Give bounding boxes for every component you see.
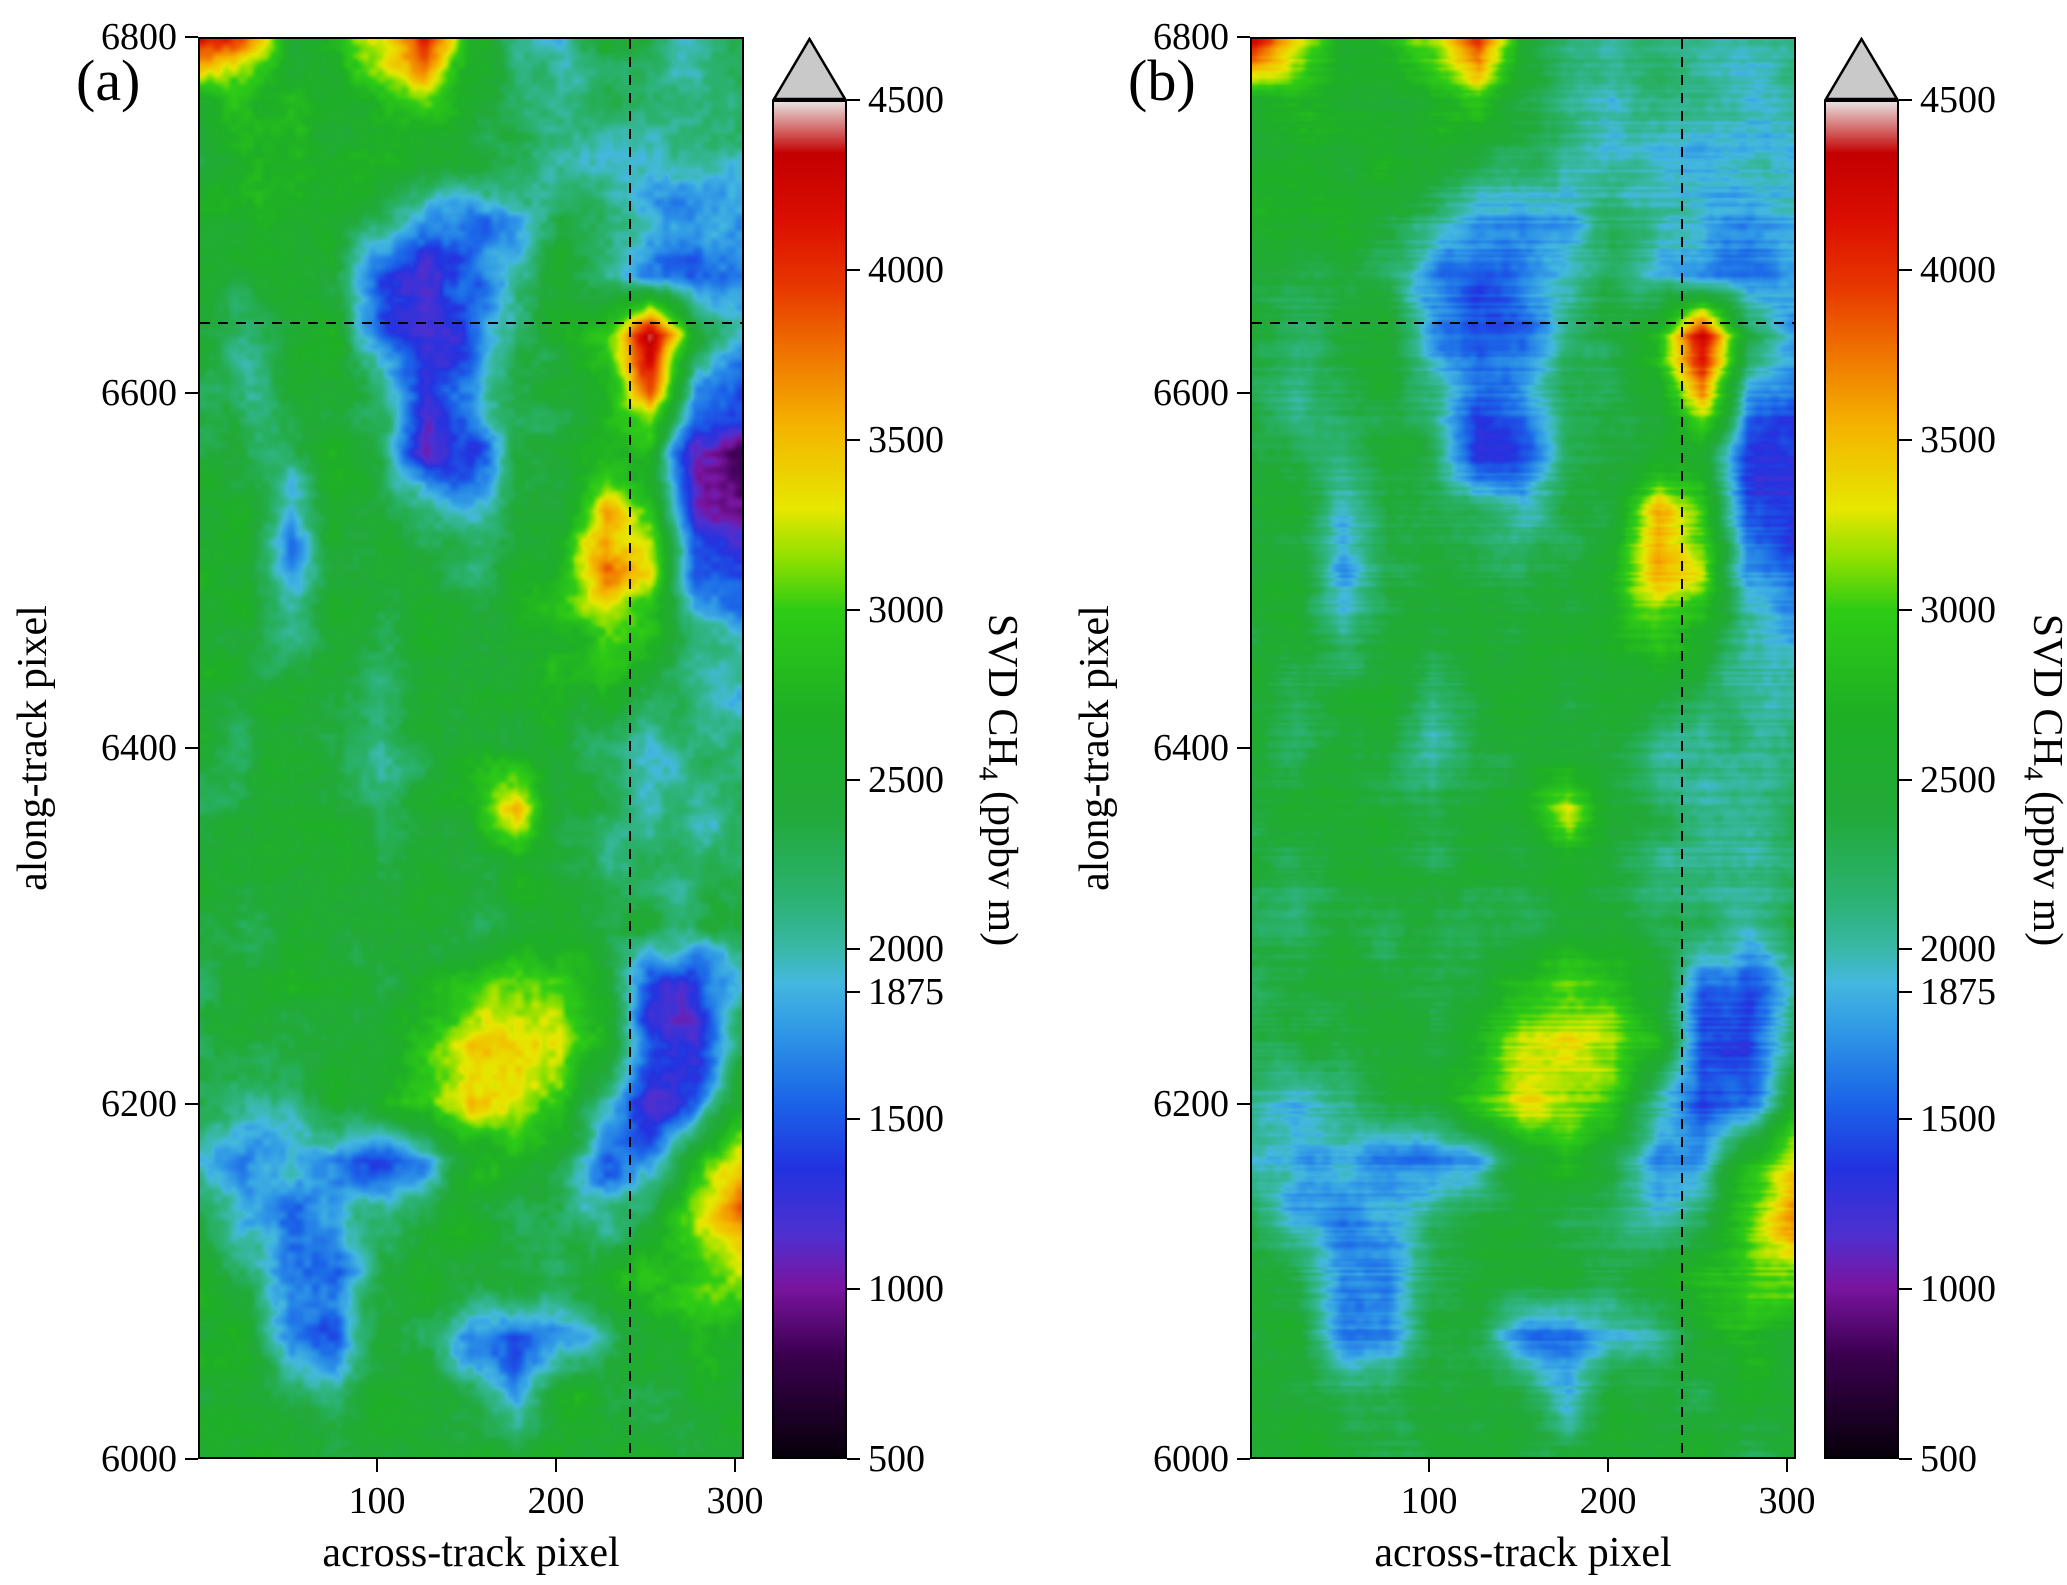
colorbar-tick-mark — [847, 778, 860, 781]
colorbar-tick-mark — [1899, 990, 1912, 993]
x-tick-mark — [734, 1459, 737, 1472]
colorbar-tick-mark — [1899, 1288, 1912, 1291]
colorbar-tick-label: 4000 — [868, 248, 944, 291]
panel-b-label: (b) — [1128, 48, 1196, 113]
heatmap-panel-b — [1250, 37, 1796, 1459]
colorbar-tick-label: 1500 — [1920, 1098, 1996, 1141]
x-tick-mark — [376, 1459, 379, 1472]
colorbar-tick-mark — [1899, 1458, 1912, 1460]
y-tick-mark — [1237, 1458, 1250, 1460]
colorbar-tick-label: 2500 — [1920, 758, 1996, 801]
colorbar-tick-mark — [1899, 268, 1912, 271]
colorbar-arrow-icon — [772, 37, 847, 100]
colorbar-tick-mark — [847, 438, 860, 441]
y-tick-label: 6600 — [101, 371, 177, 414]
y-tick-label: 6600 — [1153, 371, 1229, 414]
colorbar-arrow-icon — [1824, 37, 1899, 100]
colorbar-gradient-a — [772, 100, 847, 1459]
x-tick-label: 100 — [1400, 1480, 1458, 1522]
colorbar-tick-label: 4500 — [868, 79, 944, 121]
heatmap-canvas-a — [200, 39, 742, 1457]
crosshair-vertical-b — [1680, 39, 1683, 1457]
colorbar-tick-label: 1875 — [868, 970, 944, 1013]
crosshair-horizontal-b — [1252, 322, 1794, 325]
y-tick-mark — [185, 1102, 198, 1105]
x-tick-mark — [555, 1459, 558, 1472]
colorbar-tick-label: 3500 — [1920, 418, 1996, 461]
colorbar-tick-label: 3000 — [1920, 588, 1996, 631]
y-tick-label: 6200 — [1153, 1082, 1229, 1125]
y-tick-label: 6400 — [1153, 727, 1229, 769]
y-tick-mark — [185, 391, 198, 394]
colorbar-tick-label: 3500 — [868, 418, 944, 461]
y-tick-label: 6800 — [1153, 16, 1229, 58]
colorbar-tick-label: 2500 — [868, 758, 944, 801]
colorbar-tick-label: 500 — [868, 1438, 925, 1480]
colorbar-tick-mark — [1899, 438, 1912, 441]
y-tick-mark — [1237, 391, 1250, 394]
panel-a-label: (a) — [76, 48, 141, 113]
colorbar-label-units: (ppbv m) — [2024, 780, 2067, 947]
colorbar-tick-label: 2000 — [1920, 928, 1996, 971]
x-axis-label-a: across-track pixel — [322, 1530, 620, 1576]
colorbar-tick-label: 1875 — [1920, 970, 1996, 1013]
crosshair-vertical-a — [628, 39, 631, 1457]
colorbar-tick-mark — [1899, 948, 1912, 951]
colorbar-tick-label: 4500 — [1920, 79, 1996, 121]
x-tick-mark — [1428, 1459, 1431, 1472]
colorbar-tick-mark — [847, 99, 860, 101]
x-axis-label-b: across-track pixel — [1374, 1530, 1672, 1576]
colorbar-tick-mark — [847, 990, 860, 993]
colorbar-tick-mark — [1899, 99, 1912, 101]
y-tick-mark — [1237, 747, 1250, 749]
colorbar-tick-mark — [847, 948, 860, 951]
colorbar-tick-label: 1000 — [868, 1268, 944, 1311]
colorbar-tick-label: 1000 — [1920, 1268, 1996, 1311]
colorbar-a — [772, 37, 847, 1459]
x-tick-mark — [1607, 1459, 1610, 1472]
colorbar-tick-mark — [1899, 1118, 1912, 1121]
x-tick-label: 200 — [1579, 1480, 1637, 1522]
x-tick-label: 300 — [706, 1480, 764, 1522]
y-tick-label: 6400 — [101, 727, 177, 769]
colorbar-tick-mark — [1899, 778, 1912, 781]
colorbar-tick-mark — [847, 268, 860, 271]
colorbar-label-text: SVD CH — [2024, 613, 2067, 767]
y-tick-label: 6800 — [101, 16, 177, 58]
colorbar-tick-label: 1500 — [868, 1098, 944, 1141]
colorbar-b — [1824, 37, 1899, 1459]
colorbar-label-text: SVD CH — [979, 613, 1026, 767]
y-tick-label: 6200 — [101, 1082, 177, 1125]
y-tick-mark — [185, 36, 198, 38]
crosshair-horizontal-a — [200, 322, 742, 325]
x-tick-label: 200 — [527, 1480, 585, 1522]
colorbar-tick-mark — [847, 1288, 860, 1291]
y-tick-label: 6000 — [101, 1438, 177, 1480]
colorbar-tick-label: 500 — [1920, 1438, 1977, 1480]
colorbar-tick-label: 2000 — [868, 928, 944, 971]
heatmap-canvas-b — [1252, 39, 1794, 1457]
colorbar-tick-mark — [1899, 608, 1912, 611]
y-tick-mark — [185, 1458, 198, 1460]
y-tick-mark — [1237, 36, 1250, 38]
colorbar-tick-mark — [847, 1458, 860, 1460]
x-tick-label: 300 — [1758, 1480, 1816, 1522]
colorbar-gradient-b — [1824, 100, 1899, 1459]
colorbar-tick-label: 4000 — [1920, 248, 1996, 291]
y-tick-mark — [185, 747, 198, 749]
colorbar-tick-label: 3000 — [868, 588, 944, 631]
y-tick-mark — [1237, 1102, 1250, 1105]
colorbar-tick-mark — [847, 1118, 860, 1121]
heatmap-panel-a — [198, 37, 744, 1459]
x-tick-mark — [1786, 1459, 1789, 1472]
y-tick-label: 6000 — [1153, 1438, 1229, 1480]
colorbar-label-units: (ppbv m) — [979, 780, 1026, 947]
colorbar-tick-mark — [847, 608, 860, 611]
x-tick-label: 100 — [348, 1480, 406, 1522]
